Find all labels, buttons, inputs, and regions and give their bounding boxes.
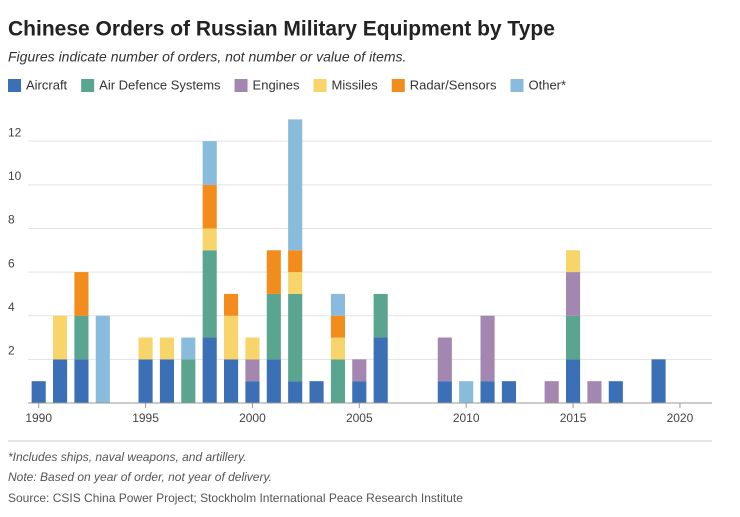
bar-segment <box>138 359 153 403</box>
bar-segment <box>288 381 303 403</box>
bar-segment <box>651 359 666 403</box>
bar-segment <box>501 381 516 403</box>
bar-segment <box>202 337 217 403</box>
bar-segment <box>181 359 196 403</box>
bar-segment <box>566 359 581 403</box>
y-tick-label: 8 <box>8 213 15 227</box>
bar-segment <box>266 250 281 294</box>
footnote: Note: Based on year of order, not year o… <box>8 470 272 484</box>
bar-segment <box>74 272 89 316</box>
bar-segment <box>459 381 474 403</box>
source: Source: CSIS China Power Project; Stockh… <box>8 491 463 505</box>
bar-segment <box>224 315 239 360</box>
x-tick-label: 2020 <box>667 411 694 425</box>
bar-segment <box>373 337 388 403</box>
bar-segment <box>330 337 345 360</box>
legend-label: Engines <box>253 77 300 92</box>
x-tick-label: 1995 <box>132 411 159 425</box>
x-tick-label: 2005 <box>346 411 373 425</box>
bar-segment <box>224 359 239 403</box>
legend-swatch <box>8 79 21 92</box>
bar-segment <box>159 337 174 360</box>
bar-segment <box>224 293 239 316</box>
x-tick-label: 1990 <box>25 411 52 425</box>
bar-segment <box>544 381 559 403</box>
bar-segment <box>159 359 174 403</box>
bar-segment <box>566 315 581 360</box>
y-tick-label: 2 <box>8 344 15 358</box>
bar-segment <box>330 293 345 316</box>
y-tick-label: 12 <box>8 125 22 139</box>
bar-segment <box>437 381 452 403</box>
y-tick-label: 4 <box>8 300 15 314</box>
footnote: *Includes ships, naval weapons, and arti… <box>8 450 247 464</box>
y-tick-label: 10 <box>8 169 22 183</box>
x-tick-label: 2000 <box>239 411 266 425</box>
bar-segment <box>53 359 68 403</box>
bar-segment <box>202 228 217 251</box>
bar-segment <box>437 337 452 382</box>
bar-segment <box>352 381 367 403</box>
bar-segment <box>74 359 89 403</box>
bar-segment <box>288 293 303 382</box>
legend-swatch <box>510 79 524 92</box>
bar-segment <box>566 272 581 316</box>
bar-segment <box>480 381 495 403</box>
bar-segment <box>330 315 345 338</box>
bar-segment <box>480 315 495 382</box>
bar-segment <box>608 381 623 403</box>
bar-segment <box>288 272 303 294</box>
bar-segment <box>245 381 260 403</box>
legend-swatch <box>81 79 95 92</box>
legend-label: Radar/Sensors <box>410 77 497 92</box>
bar-segment <box>138 337 153 360</box>
bar-segment <box>202 250 217 338</box>
legend-swatch <box>234 79 248 92</box>
bar-segment <box>373 293 388 338</box>
legend-label: Other* <box>528 77 566 92</box>
chart-title: Chinese Orders of Russian Military Equip… <box>8 18 555 41</box>
bar-segment <box>53 315 68 360</box>
bar-segment <box>330 359 345 403</box>
x-tick-label: 2015 <box>560 411 587 425</box>
bar-segment <box>245 359 260 382</box>
bar-segment <box>566 250 581 273</box>
legend-swatch <box>391 79 405 92</box>
bar-segment <box>587 381 602 403</box>
x-tick-label: 2010 <box>453 411 480 425</box>
bar-segment <box>202 184 217 229</box>
bar-segment <box>202 141 217 185</box>
bar-segment <box>288 250 303 273</box>
chart-subtitle: Figures indicate number of orders, not n… <box>8 49 406 65</box>
bar-segment <box>266 359 281 403</box>
bar-segment <box>245 337 260 360</box>
y-tick-label: 6 <box>8 256 15 270</box>
bar-segment <box>74 315 89 360</box>
legend-label: Air Defence Systems <box>99 77 221 92</box>
legend-label: Missiles <box>332 77 379 92</box>
bar-segment <box>95 315 110 403</box>
bar-segment <box>31 381 46 403</box>
legend-swatch <box>313 79 327 92</box>
bar-segment <box>352 359 367 382</box>
bar-segment <box>288 119 303 251</box>
bar-segment <box>181 337 196 360</box>
bar-segment <box>266 293 281 360</box>
legend-label: Aircraft <box>26 77 68 92</box>
bar-segment <box>309 381 324 403</box>
